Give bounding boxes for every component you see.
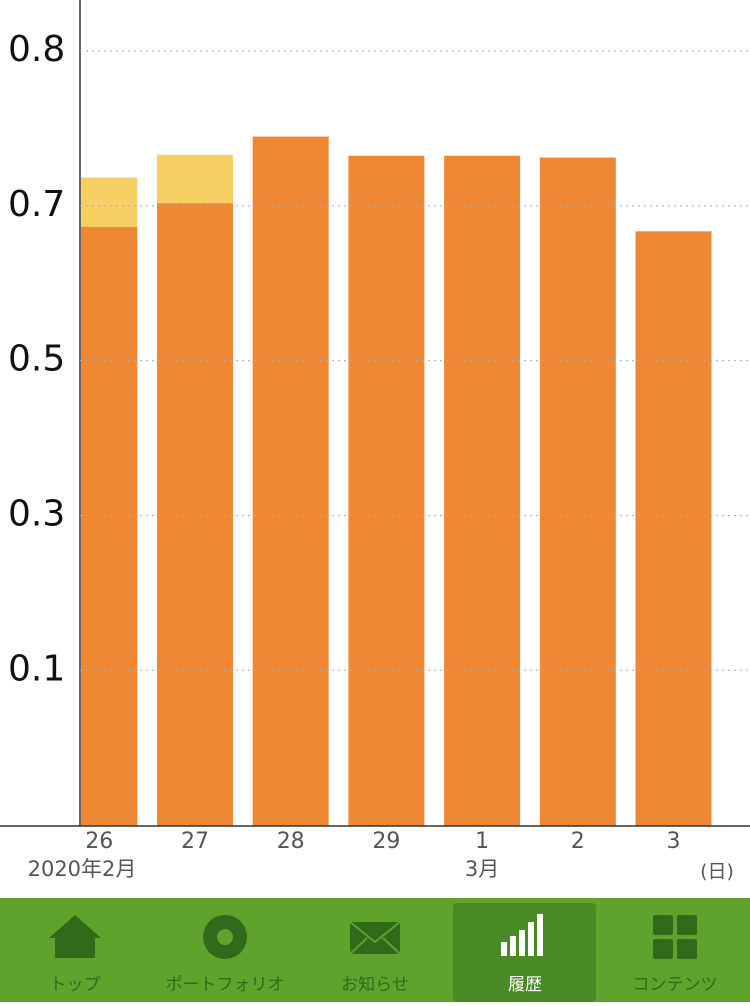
chart-icon-bar — [528, 922, 534, 956]
month-label: 3月 — [465, 857, 499, 881]
chart-icon-bar — [519, 930, 525, 956]
bar-segment — [636, 231, 712, 826]
grid-icon-cell — [677, 915, 697, 935]
grid-icon-cell — [653, 939, 673, 959]
y-tick-label: 0.3 — [8, 493, 65, 534]
bar-segment — [444, 156, 520, 826]
x-unit: (日) — [700, 861, 734, 883]
bar-segment — [61, 227, 137, 826]
chart-icon-bar — [501, 942, 507, 956]
x-tick-label: 3 — [667, 829, 681, 854]
bar-segment — [157, 155, 233, 203]
tab-label: お知らせ — [341, 975, 409, 995]
bar-segment — [253, 137, 329, 826]
bars — [61, 137, 711, 826]
x-tick-label: 26 — [85, 829, 113, 854]
tab-label: ポートフォリオ — [166, 975, 285, 995]
y-tick-label: 0.8 — [8, 29, 65, 70]
grid-icon-cell — [677, 939, 697, 959]
y-tick-label: 0.7 — [8, 184, 65, 225]
page: {"chart_data": {"type": "stacked-bar", "… — [0, 0, 750, 1002]
chart-icon-bar — [510, 936, 516, 956]
tab-label: 履歴 — [508, 975, 542, 995]
x-tick-label: 2 — [571, 829, 585, 854]
y-tick-label: 0.1 — [8, 648, 65, 689]
screen: (日) 0.1 0.3 0.5 0.7 0.8 26 2020年2月 27 28 29 1 3月 2 3 ト… — [0, 0, 750, 1002]
bar-segment — [540, 158, 616, 826]
tab-label: コンテンツ — [633, 975, 718, 995]
tab-label: トップ — [50, 975, 101, 995]
bar-segment — [61, 178, 137, 227]
y-tick-label: 0.5 — [8, 339, 65, 380]
bar-segment — [157, 203, 233, 826]
x-tick-label: 27 — [181, 829, 209, 854]
bar-segment — [348, 156, 424, 826]
grid-icon-cell — [653, 915, 673, 935]
chart-icon-bar — [537, 914, 543, 956]
x-tick-label: 29 — [372, 829, 400, 854]
x-tick-label: 28 — [277, 829, 305, 854]
month-label: 2020年2月 — [28, 857, 137, 881]
x-tick-label: 1 — [475, 829, 489, 854]
pie-hole — [217, 929, 233, 945]
